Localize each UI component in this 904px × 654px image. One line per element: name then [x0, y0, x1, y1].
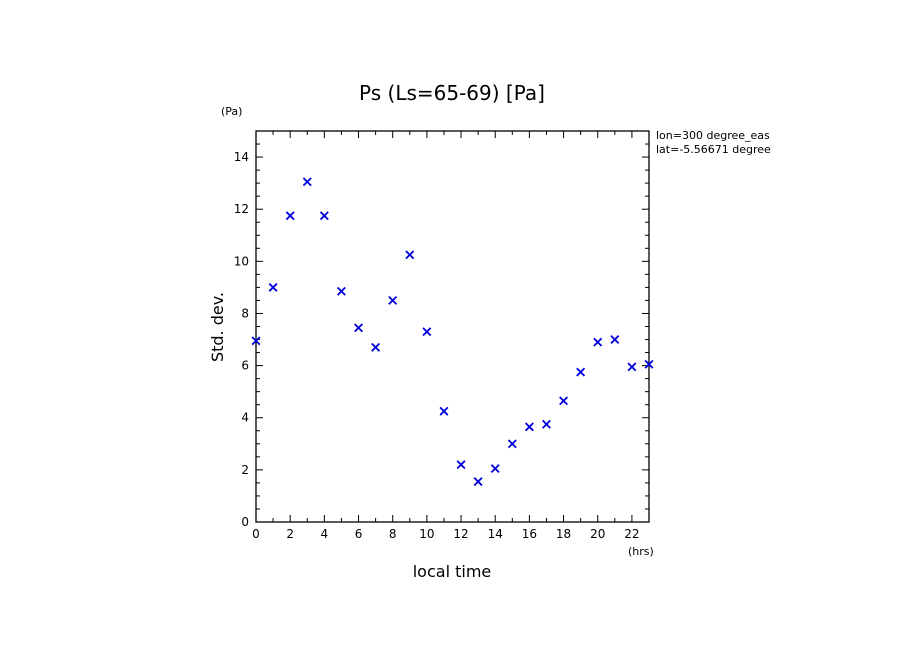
data-point — [627, 362, 637, 372]
data-point — [319, 211, 329, 221]
tick-labels: 0 2 4 6 8 10 12 14 16 18 20 22 0 2 4 6 8 10 12 14 — [234, 150, 640, 541]
y-tick-label: 4 — [241, 411, 249, 425]
data-points — [251, 177, 654, 487]
y-tick-label: 2 — [241, 463, 249, 477]
y-tick-label: 10 — [234, 254, 249, 268]
annotation-lon: lon=300 degree_eas — [656, 129, 770, 142]
x-axis-label: local time — [413, 562, 492, 581]
x-tick-label: 4 — [321, 527, 329, 541]
annotation-lat: lat=-5.56671 degree — [656, 143, 771, 156]
data-point — [439, 406, 449, 416]
data-point — [388, 295, 398, 305]
axis-ticks — [255, 130, 650, 523]
data-point — [490, 464, 500, 474]
x-tick-label: 16 — [522, 527, 537, 541]
y-tick-label: 0 — [241, 515, 249, 529]
chart-title: Ps (Ls=65-69) [Pa] — [359, 81, 545, 105]
x-tick-label: 20 — [590, 527, 605, 541]
data-point — [371, 342, 381, 352]
y-tick-label: 12 — [234, 202, 249, 216]
data-point — [405, 250, 415, 260]
data-point — [576, 367, 586, 377]
data-point — [336, 286, 346, 296]
x-tick-label: 8 — [389, 527, 397, 541]
plot-frame — [255, 130, 650, 523]
data-point — [285, 211, 295, 221]
data-point — [507, 439, 517, 449]
data-point — [268, 282, 278, 292]
y-tick-label: 6 — [241, 359, 249, 373]
data-point — [542, 419, 551, 429]
data-point — [610, 335, 620, 345]
x-tick-label: 6 — [355, 527, 363, 541]
y-tick-label: 8 — [241, 306, 249, 320]
x-tick-label: 0 — [252, 527, 260, 541]
x-tick-label: 22 — [624, 527, 639, 541]
data-point — [251, 336, 261, 346]
x-unit-label: (hrs) — [628, 545, 654, 558]
data-point — [354, 323, 363, 333]
x-tick-label: 10 — [419, 527, 434, 541]
data-point — [473, 477, 483, 487]
data-point — [593, 337, 603, 347]
x-tick-label: 18 — [556, 527, 571, 541]
x-tick-label: 2 — [286, 527, 294, 541]
data-point — [422, 327, 432, 337]
y-tick-label: 14 — [234, 150, 249, 164]
x-tick-label: 14 — [488, 527, 503, 541]
y-axis-label: Std. dev. — [208, 292, 227, 362]
data-point — [524, 422, 534, 432]
data-point — [644, 359, 654, 369]
data-point — [302, 177, 312, 187]
data-point — [456, 460, 466, 470]
x-tick-label: 12 — [453, 527, 468, 541]
data-point — [559, 396, 569, 406]
y-unit-label: (Pa) — [221, 105, 242, 118]
